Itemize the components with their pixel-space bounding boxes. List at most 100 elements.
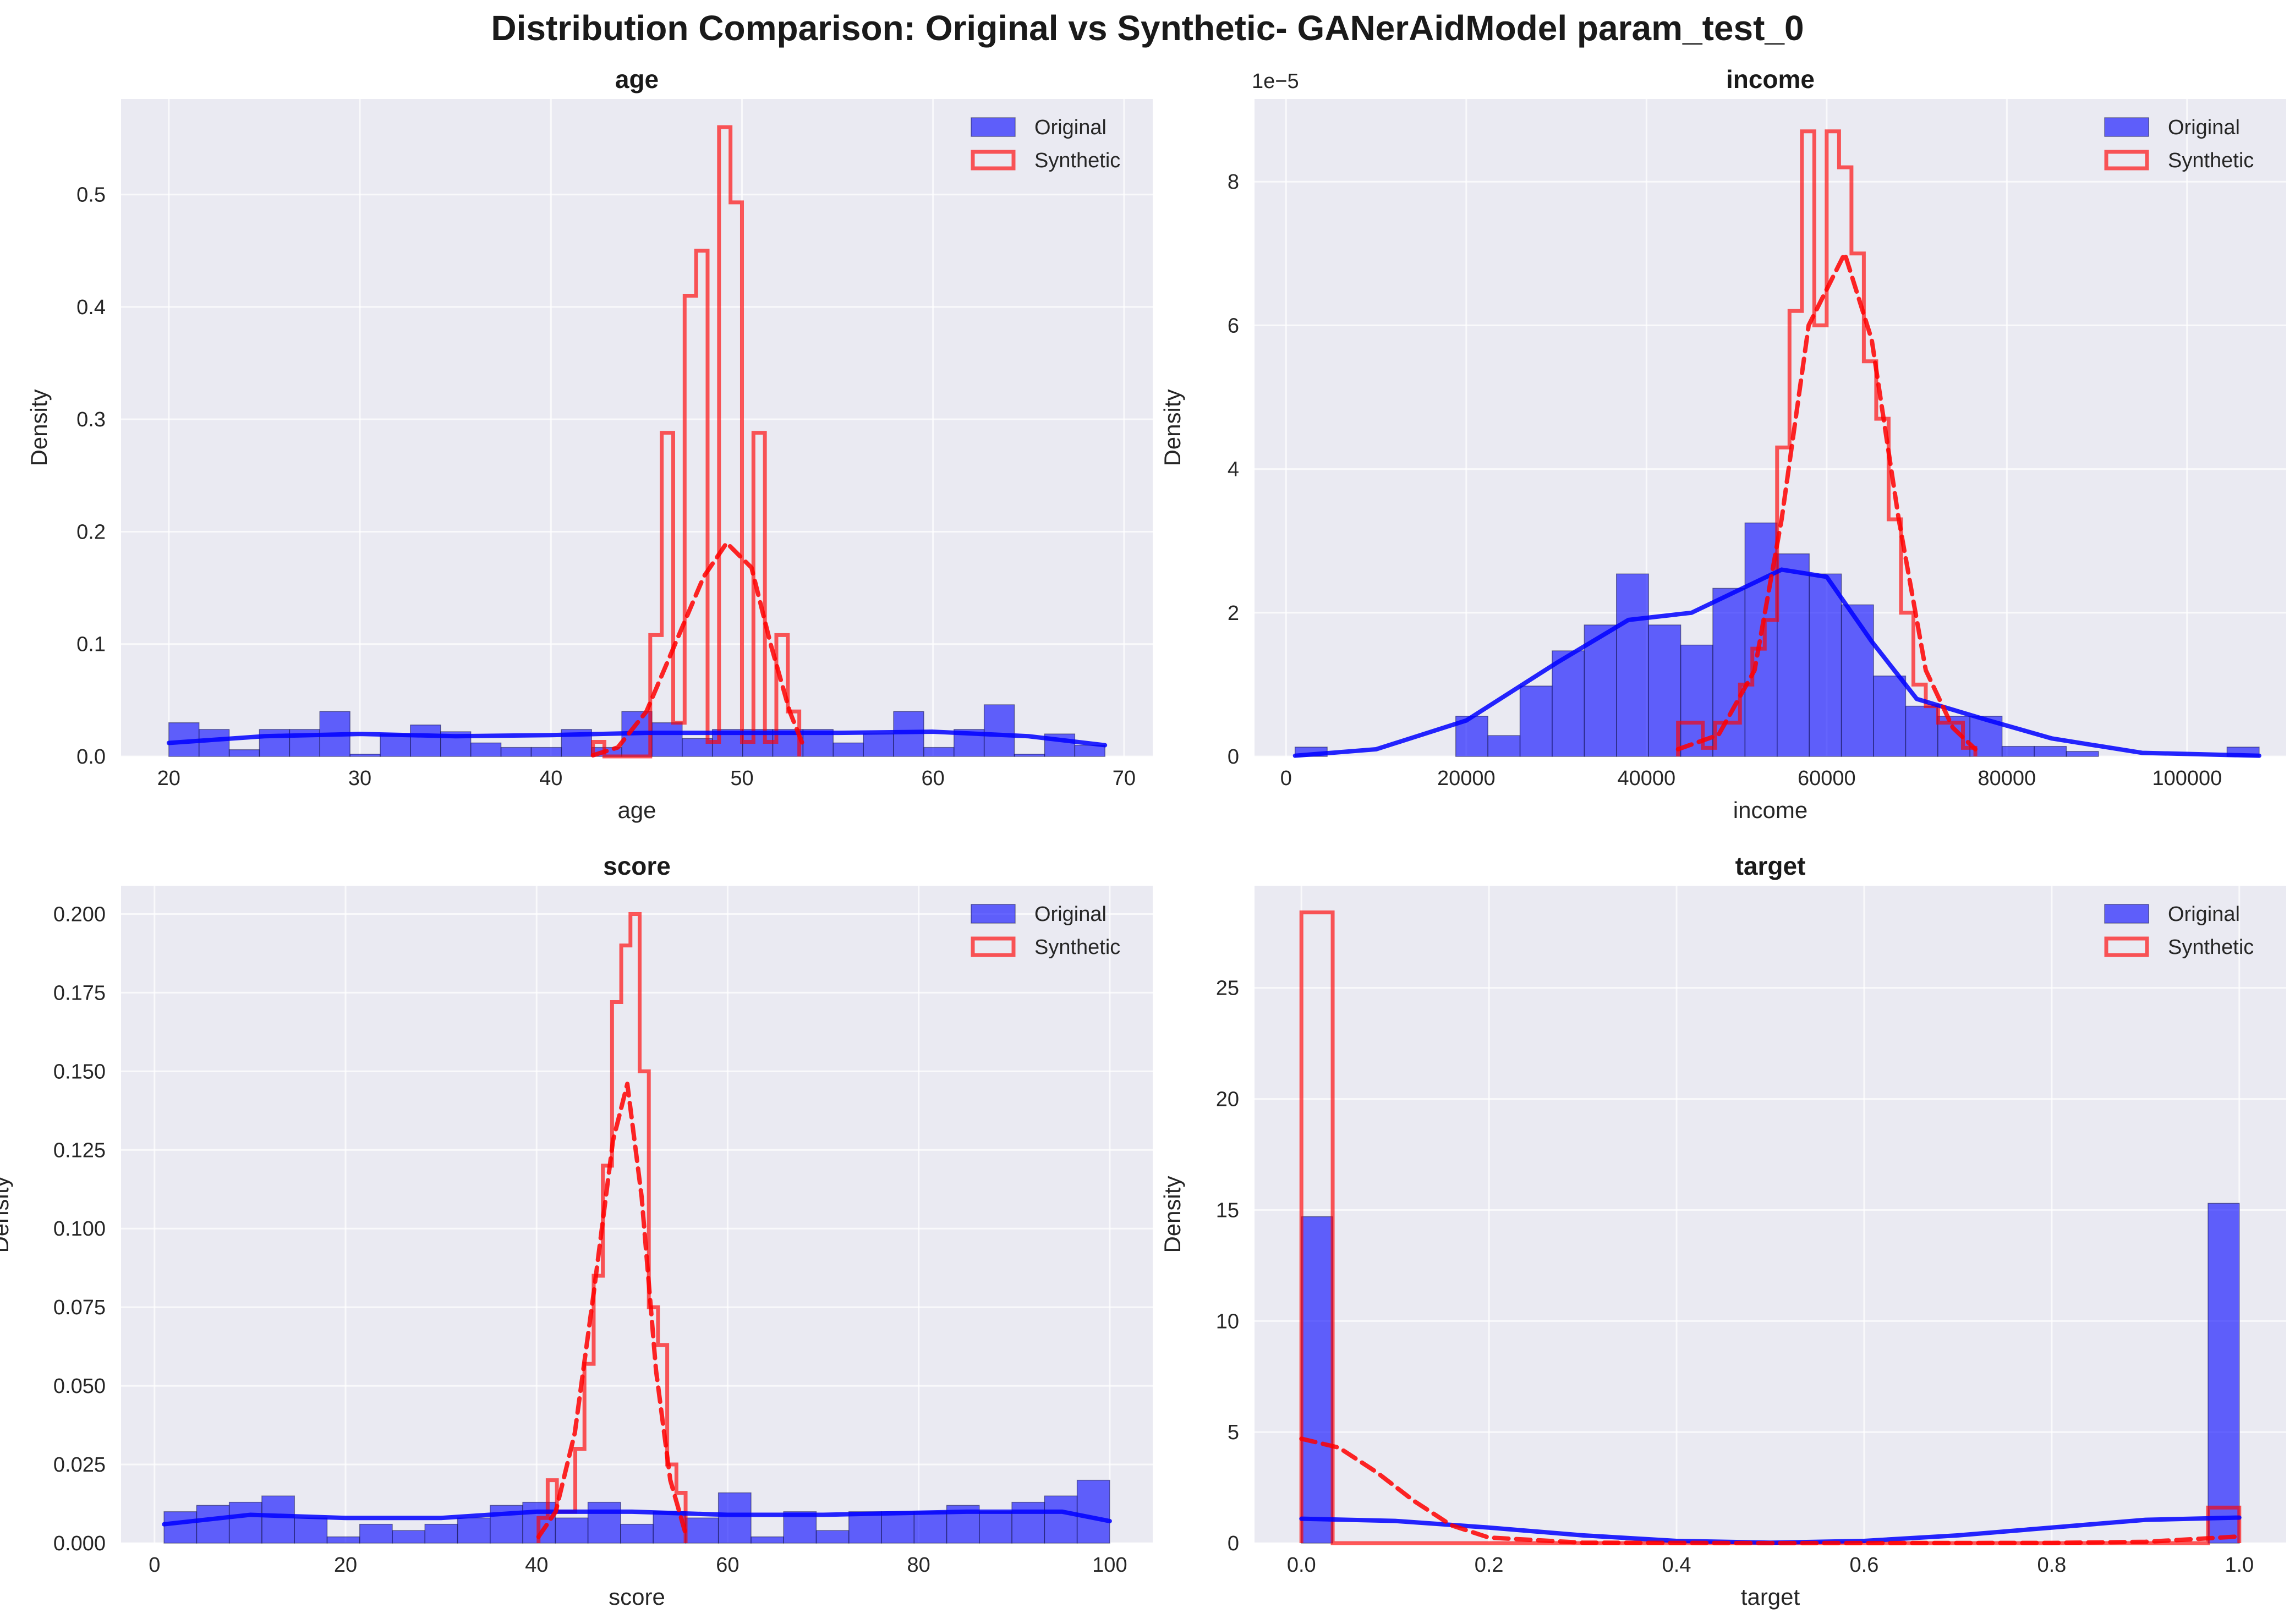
histogram-bar-original: [380, 733, 411, 757]
y-tick-label: 0.150: [53, 1060, 106, 1083]
subplot-score: 0 20 40 60 80 100 0.000 0.025 0.050 0.075 0.100 0.1…: [0, 852, 1153, 1610]
histogram-bar-original: [1074, 744, 1105, 757]
histogram-bar-original: [1905, 705, 1938, 757]
histogram-bar-original: [2066, 751, 2099, 757]
histogram-bar-original: [587, 1501, 621, 1544]
histogram-bar-original: [261, 1495, 295, 1544]
x-axis-label: score: [609, 1584, 665, 1610]
histogram-bar-original: [349, 754, 381, 757]
histogram-bar-original: [2034, 745, 2067, 757]
histogram-step-synthetic: [1676, 129, 1978, 756]
histogram-bar-original: [815, 1530, 850, 1544]
histogram-bar-original: [500, 747, 532, 757]
legend: Original Synthetic: [971, 116, 1120, 172]
legend-label-original: Original: [1034, 116, 1107, 139]
y-tick-label: 2: [1228, 602, 1239, 625]
x-tick-label: 80000: [1978, 767, 2036, 790]
kde-curve-synthetic: [1675, 251, 1978, 751]
x-axis-label: target: [1741, 1584, 1800, 1610]
histogram-bar-original: [1809, 573, 1842, 757]
subplot-target: 0.0 0.2 0.4 0.6 0.8 1.0 0 5 10 15 20 25 target target…: [1159, 852, 2286, 1610]
histogram-bar-original: [326, 1536, 360, 1544]
x-tick-label: 60: [922, 767, 945, 790]
x-tick-label: 20: [157, 767, 180, 790]
histogram-bar-original: [1301, 1216, 1333, 1544]
y-tick-label: 0.0: [76, 745, 106, 769]
histogram-bar-original: [457, 1517, 491, 1544]
histogram-bar-original: [863, 733, 894, 757]
x-tick-label: 40: [525, 1554, 548, 1577]
legend-swatch-original: [971, 904, 1016, 924]
subplot-age: 20 30 40 50 60 70 0.0 0.1 0.2 0.3 0.4 0.5 age age Dens…: [26, 65, 1153, 823]
subplot-title: age: [615, 65, 659, 94]
y-tick-label: 0.200: [53, 903, 106, 926]
y-offset-label: 1e−5: [1252, 70, 1299, 93]
histogram-bar-original: [1841, 604, 1874, 757]
y-tick-label: 0.1: [76, 633, 106, 656]
x-axis-label: age: [617, 797, 656, 823]
y-tick-label: 8: [1228, 171, 1239, 194]
histogram-bar-original: [259, 729, 291, 757]
x-tick-label: 100000: [2152, 767, 2222, 790]
histogram-step-synthetic: [591, 125, 802, 759]
y-tick-label: 0.125: [53, 1139, 106, 1162]
legend-label-original: Original: [2168, 903, 2240, 926]
x-tick-label: 30: [348, 767, 371, 790]
x-tick-label: 40000: [1618, 767, 1676, 790]
histogram-bar-original: [1519, 685, 1553, 757]
histogram-bar-original: [228, 1501, 262, 1544]
kde-curve-original: [1292, 567, 2261, 758]
axes-background: [121, 886, 1153, 1543]
histogram-bar-original: [1487, 735, 1521, 757]
histogram-bar-original: [1552, 650, 1585, 757]
x-tick-label: 0.2: [1475, 1554, 1504, 1577]
y-tick-label: 5: [1228, 1421, 1239, 1444]
x-tick-label: 0: [149, 1554, 160, 1577]
y-axis-label: Density: [1159, 389, 1185, 466]
legend-label-synthetic: Synthetic: [2168, 149, 2254, 172]
x-tick-label: 60000: [1798, 767, 1856, 790]
y-tick-label: 15: [1216, 1199, 1239, 1222]
x-tick-label: 80: [907, 1554, 930, 1577]
legend-label-original: Original: [1034, 903, 1107, 926]
histogram-bar-original: [848, 1511, 882, 1544]
kde-curve-synthetic: [590, 540, 806, 758]
y-tick-label: 0.5: [76, 184, 106, 207]
legend-swatch-original: [2104, 117, 2149, 137]
x-tick-label: 0: [1280, 767, 1292, 790]
histogram-bar-original: [198, 729, 230, 757]
legend-label-synthetic: Synthetic: [2168, 936, 2254, 959]
histogram-bar-original: [620, 1523, 654, 1544]
histogram-bar-original: [196, 1505, 230, 1544]
x-tick-label: 0.6: [1850, 1554, 1879, 1577]
histogram-bar-original: [228, 749, 260, 757]
histogram-bar-original: [979, 1511, 1012, 1544]
x-tick-label: 70: [1113, 767, 1136, 790]
subplot-income: 0 20000 40000 60000 80000 100000 0 2 4 6 8 income in…: [1159, 65, 2286, 823]
y-axis-label: Density: [26, 389, 52, 466]
x-tick-label: 60: [716, 1554, 739, 1577]
legend: Original Synthetic: [2104, 903, 2254, 959]
legend: Original Synthetic: [2104, 116, 2254, 172]
y-axis-label: Density: [1159, 1176, 1185, 1253]
histogram-bar-original: [881, 1511, 915, 1544]
y-tick-label: 10: [1216, 1310, 1239, 1333]
y-tick-label: 4: [1228, 458, 1239, 481]
histogram-bar-original: [1014, 754, 1045, 757]
legend: Original Synthetic: [971, 903, 1120, 959]
kde-curve-synthetic: [536, 1082, 688, 1539]
histogram-bar-original: [359, 1523, 393, 1544]
y-tick-label: 0.000: [53, 1532, 106, 1555]
histogram-bar-original: [294, 1517, 328, 1544]
histogram-bar-original: [983, 704, 1015, 757]
histogram-bar-original: [923, 747, 955, 757]
y-tick-label: 0.100: [53, 1217, 106, 1241]
legend-swatch-synthetic: [2104, 936, 2149, 957]
axes-background: [1255, 886, 2286, 1543]
subplot-title: score: [603, 852, 671, 880]
legend-label-synthetic: Synthetic: [1034, 149, 1120, 172]
axes-background: [121, 99, 1153, 756]
histogram-bar-original: [685, 1517, 719, 1544]
histogram-bar-original: [751, 1536, 784, 1544]
histogram-bar-original: [470, 742, 502, 757]
